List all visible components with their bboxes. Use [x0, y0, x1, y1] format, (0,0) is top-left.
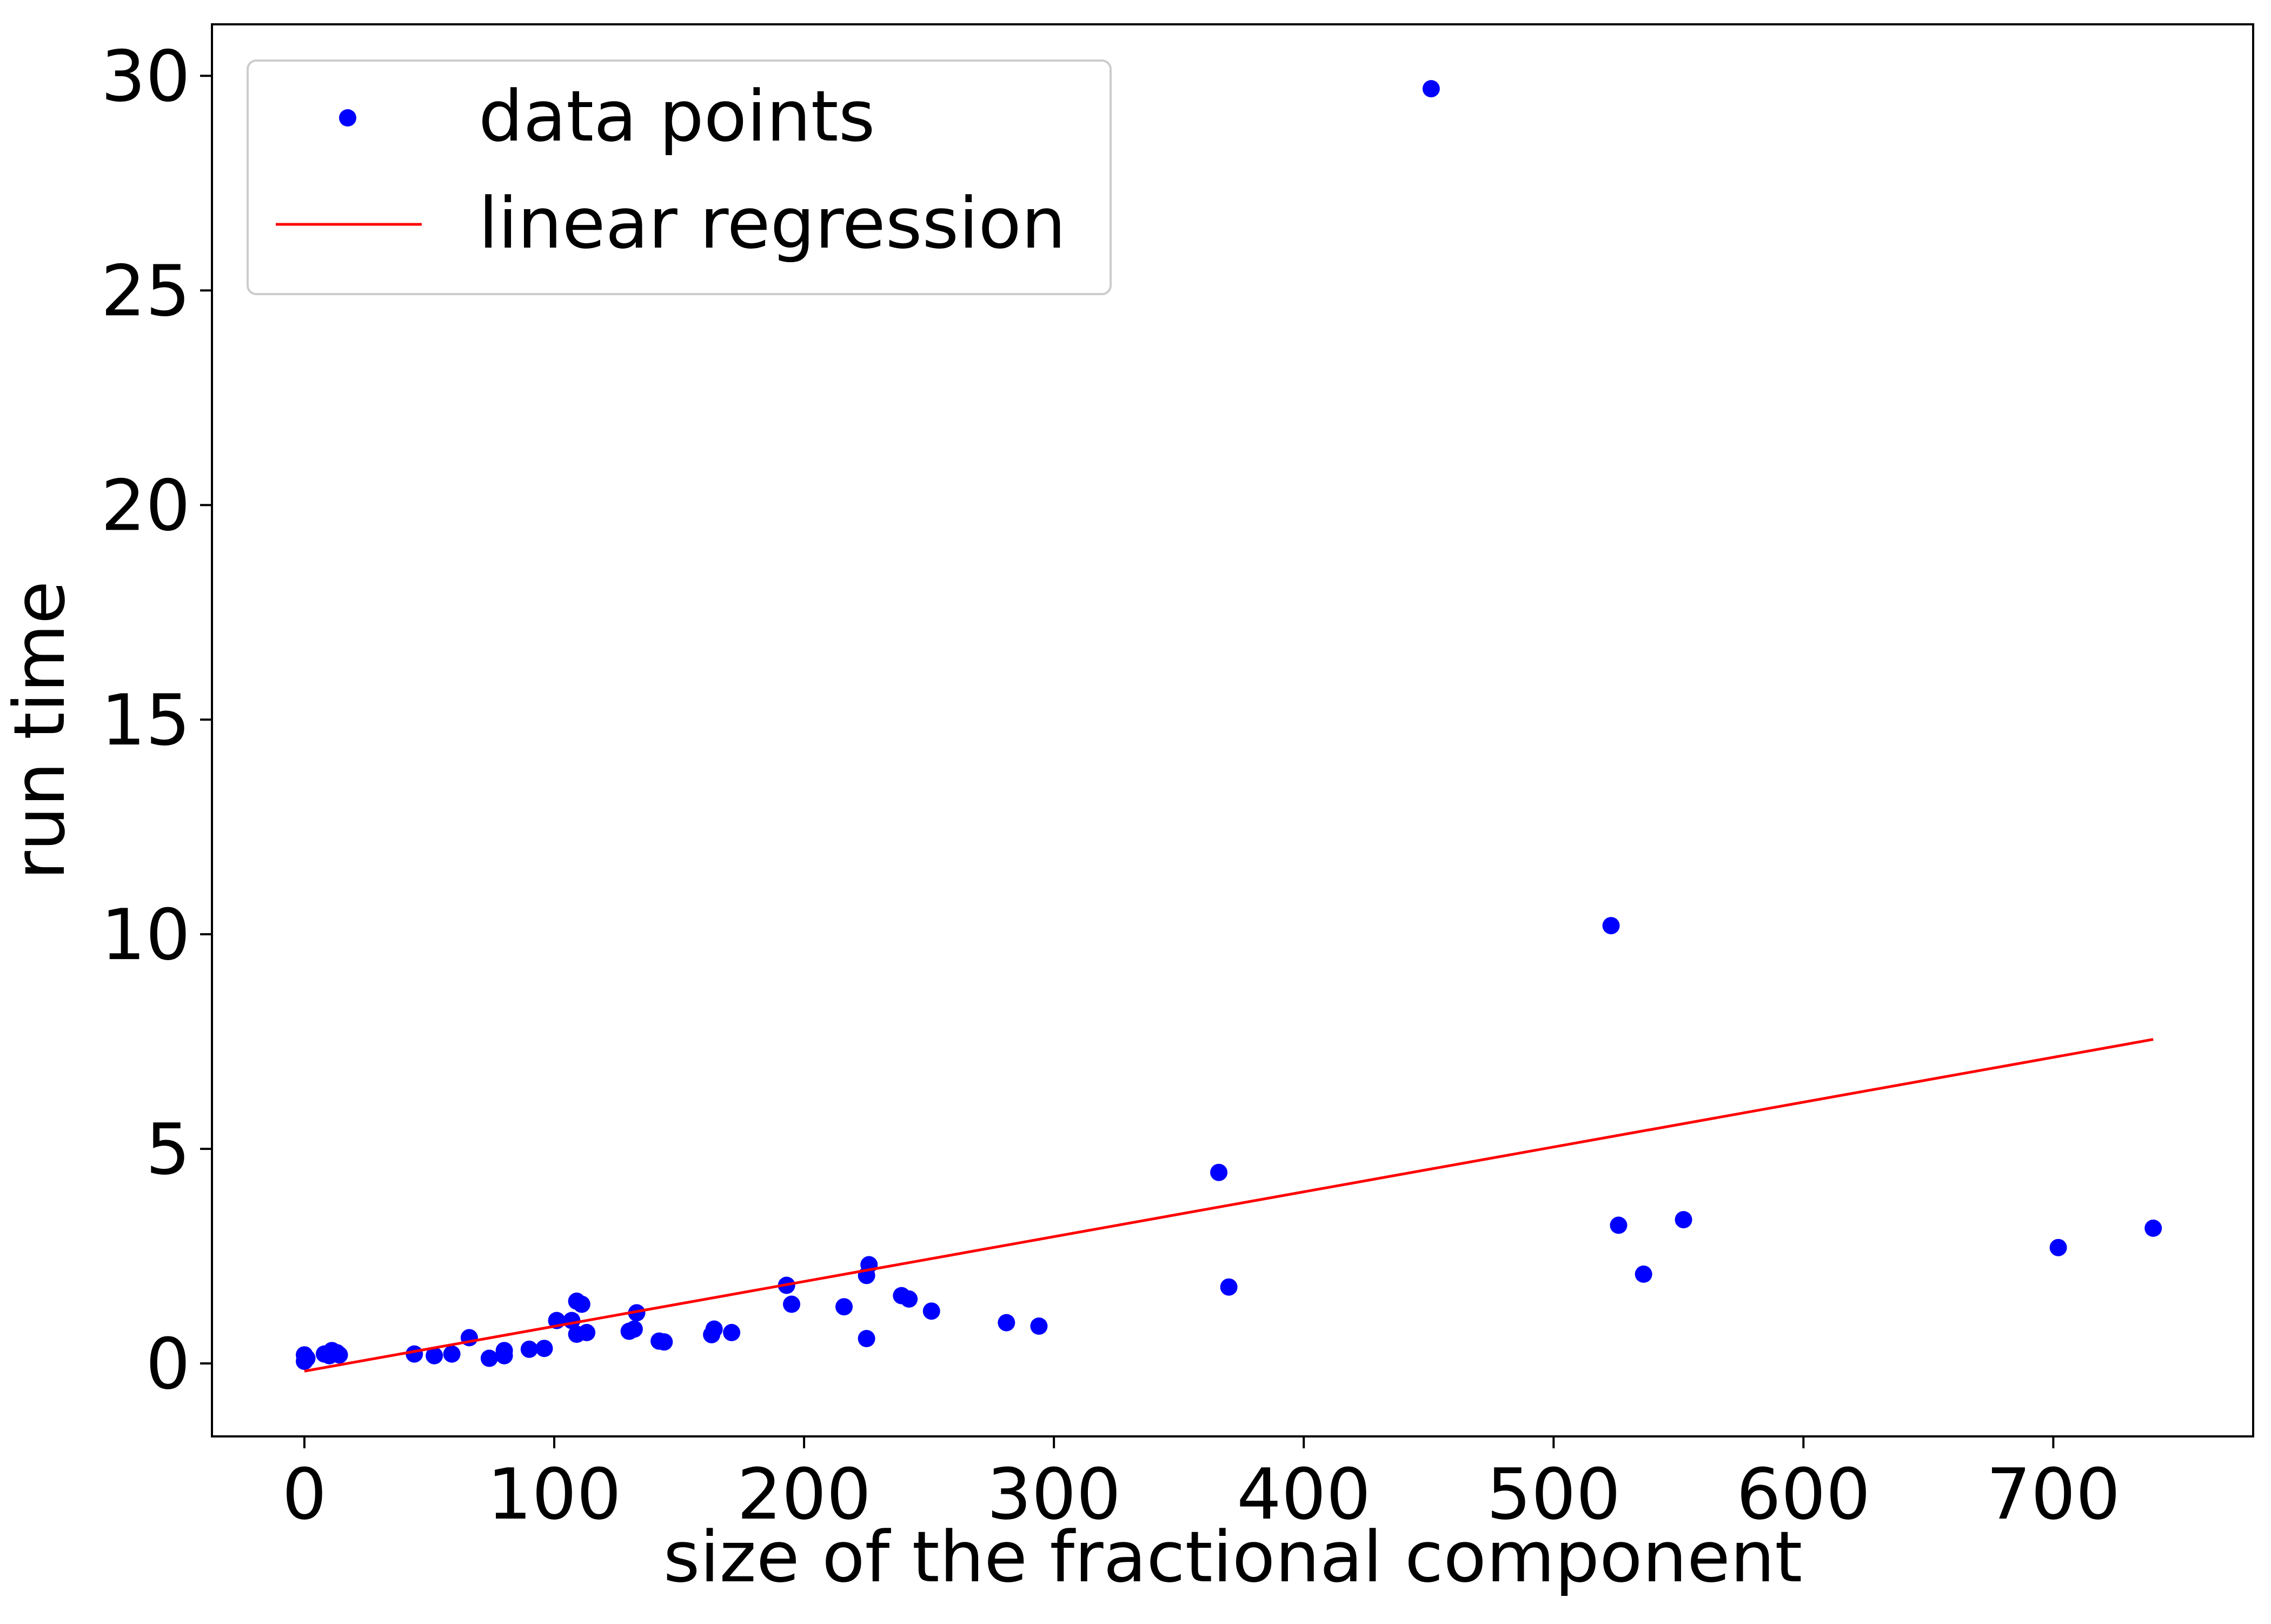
data-point: [1675, 1211, 1692, 1229]
data-point: [705, 1320, 723, 1338]
x-axis-label: size of the fractional component: [663, 1516, 1803, 1598]
legend-box: [247, 59, 1112, 295]
data-point: [480, 1349, 498, 1367]
y-tick-label: 25: [101, 250, 190, 332]
data-point: [1610, 1216, 1628, 1234]
data-point: [1602, 917, 1620, 935]
y-axis-label: run time: [0, 581, 81, 880]
data-point: [2144, 1219, 2162, 1237]
data-point: [426, 1347, 443, 1365]
y-tick-label: 15: [101, 679, 190, 761]
legend-label-data-points: data points: [479, 75, 875, 157]
data-point: [723, 1323, 741, 1341]
data-point: [520, 1340, 538, 1358]
y-tick-label: 30: [101, 35, 190, 117]
data-point: [2049, 1239, 2067, 1256]
x-tick-label: 300: [987, 1453, 1121, 1535]
data-point: [900, 1290, 918, 1308]
y-tick-label: 20: [101, 464, 190, 547]
x-tick-label: 600: [1736, 1453, 1870, 1535]
data-point: [535, 1340, 553, 1357]
x-tick-label: 200: [737, 1453, 871, 1535]
x-tick-label: 700: [1986, 1453, 2120, 1535]
data-point: [1210, 1163, 1228, 1181]
data-point: [858, 1330, 875, 1347]
x-tick-label: 100: [487, 1453, 621, 1535]
data-point: [1422, 80, 1440, 98]
data-point: [443, 1345, 461, 1363]
axis-ticks: 0 100 200 300 400 500 600 700 0 5 10 15 20 25 30: [101, 35, 2121, 1535]
series-line-linear-regression: [304, 1038, 2154, 1373]
data-point: [1635, 1265, 1652, 1283]
y-tick-label: 0: [145, 1323, 190, 1405]
x-tick-label: 0: [282, 1453, 327, 1535]
data-point: [298, 1349, 316, 1367]
data-point: [573, 1295, 590, 1313]
x-tick-label: 400: [1237, 1453, 1371, 1535]
y-tick-label: 5: [145, 1108, 190, 1190]
data-point: [835, 1298, 853, 1316]
data-point: [1220, 1278, 1238, 1296]
data-point: [922, 1302, 940, 1320]
data-point: [406, 1345, 423, 1363]
data-point: [495, 1342, 513, 1360]
data-point: [578, 1323, 596, 1341]
y-tick-label: 10: [101, 894, 190, 976]
data-point: [655, 1333, 673, 1351]
legend-label-linear-regression: linear regression: [479, 182, 1066, 264]
legend: data points linear regression: [247, 59, 1112, 295]
plot-frame: [211, 23, 2254, 1437]
data-point: [625, 1320, 643, 1338]
legend-marker-data-points: [339, 109, 356, 127]
chart-series: [296, 80, 2162, 1373]
data-point: [783, 1295, 800, 1313]
data-point: [1030, 1317, 1048, 1335]
data-point: [998, 1314, 1015, 1332]
data-point: [330, 1346, 348, 1364]
x-tick-label: 500: [1486, 1453, 1621, 1535]
